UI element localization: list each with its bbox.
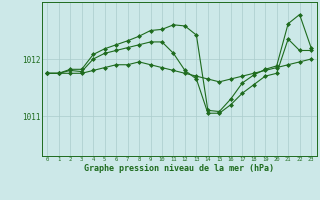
X-axis label: Graphe pression niveau de la mer (hPa): Graphe pression niveau de la mer (hPa): [84, 164, 274, 173]
